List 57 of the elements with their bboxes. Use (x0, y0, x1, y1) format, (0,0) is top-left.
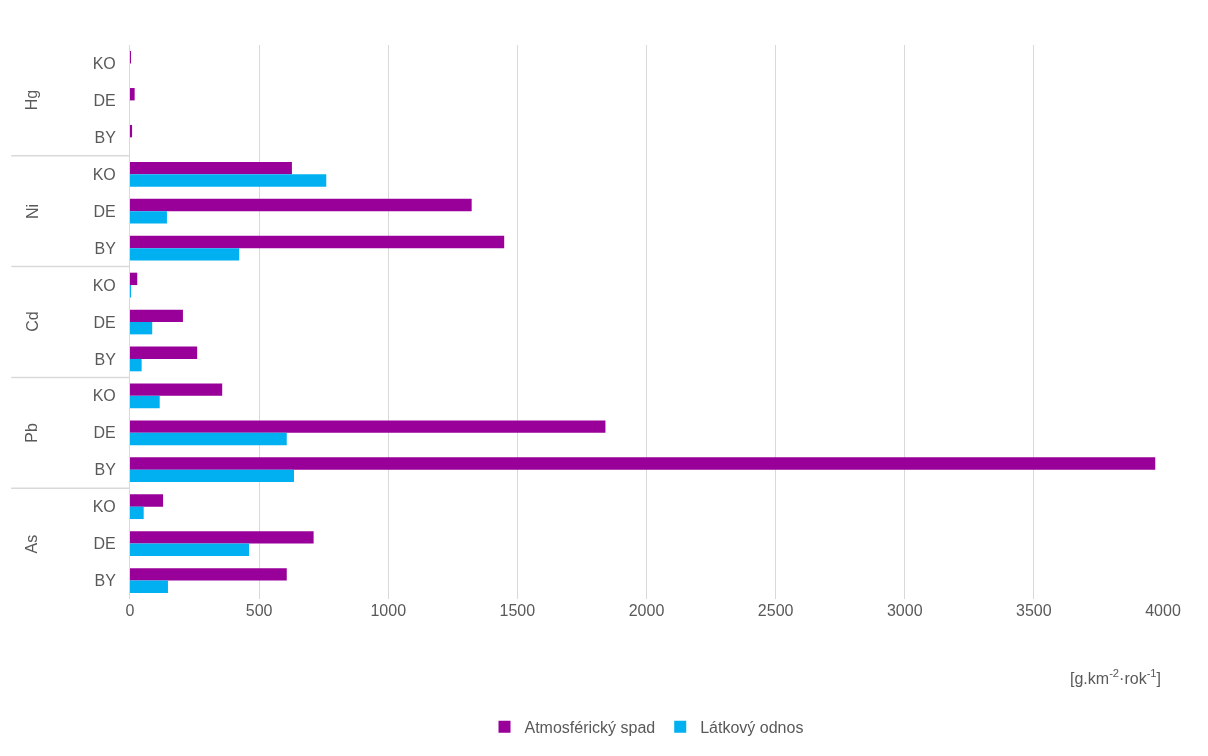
bar (130, 248, 240, 261)
bar (130, 272, 138, 286)
bar (130, 395, 160, 409)
x-axis-title: [g.km$^{-2}$·rok$^{-1}$] (1070, 667, 1162, 687)
x-tick-label: 1000 (370, 602, 407, 619)
y-tick-label: KO (92, 276, 116, 294)
y-tick-label: KO (92, 498, 116, 516)
x-tick-label: 0 (125, 602, 135, 619)
bar (130, 174, 327, 187)
x-tick-label: 3000 (886, 602, 923, 619)
legend-label: Látkový odnos (700, 718, 804, 736)
x-tick-label: 1500 (499, 602, 536, 619)
text: Pb (23, 422, 41, 443)
text: Hg (23, 89, 41, 111)
y-tick-label: DE (93, 535, 116, 553)
y-tick-label: BY (94, 572, 117, 590)
bar (130, 506, 144, 520)
y-tick-label: DE (93, 424, 116, 442)
y-tick-label: DE (93, 313, 116, 331)
text: Ni (23, 203, 41, 220)
y-tick-label: BY (94, 239, 117, 257)
y-tick-label: KO (92, 387, 116, 405)
bar (130, 211, 167, 224)
x-tick-label: 2500 (757, 602, 794, 619)
text: As (23, 534, 41, 554)
bar (130, 420, 606, 433)
bar (130, 531, 314, 544)
text: Cd (23, 311, 41, 332)
bar (130, 432, 287, 446)
y-tick-label: BY (94, 350, 117, 368)
x-tick-label: 4000 (1145, 602, 1181, 619)
y-tick-label: DE (93, 92, 116, 109)
bar (130, 198, 472, 212)
bar (130, 322, 153, 335)
bar (130, 309, 183, 322)
bar (130, 346, 198, 359)
bar (130, 124, 133, 138)
y-tick-label: KO (92, 165, 116, 183)
x-tick-label: 2000 (628, 602, 665, 619)
bar (130, 88, 135, 101)
bar (130, 543, 250, 556)
bar (130, 568, 287, 581)
y-tick-label: KO (92, 55, 116, 73)
bar (130, 161, 292, 175)
x-tick-label: 500 (245, 602, 273, 619)
y-tick-label: BY (94, 128, 117, 146)
legend-label: Atmosférický spad (524, 718, 656, 736)
bar (130, 469, 294, 483)
bar (130, 580, 168, 593)
x-tick-label: 3500 (1016, 602, 1052, 619)
y-tick-label: DE (93, 202, 116, 220)
bar (130, 383, 223, 396)
bar (130, 235, 505, 249)
y-tick-label: BY (94, 461, 117, 479)
bar (130, 358, 142, 372)
bar (130, 494, 164, 507)
bar (130, 457, 1156, 470)
